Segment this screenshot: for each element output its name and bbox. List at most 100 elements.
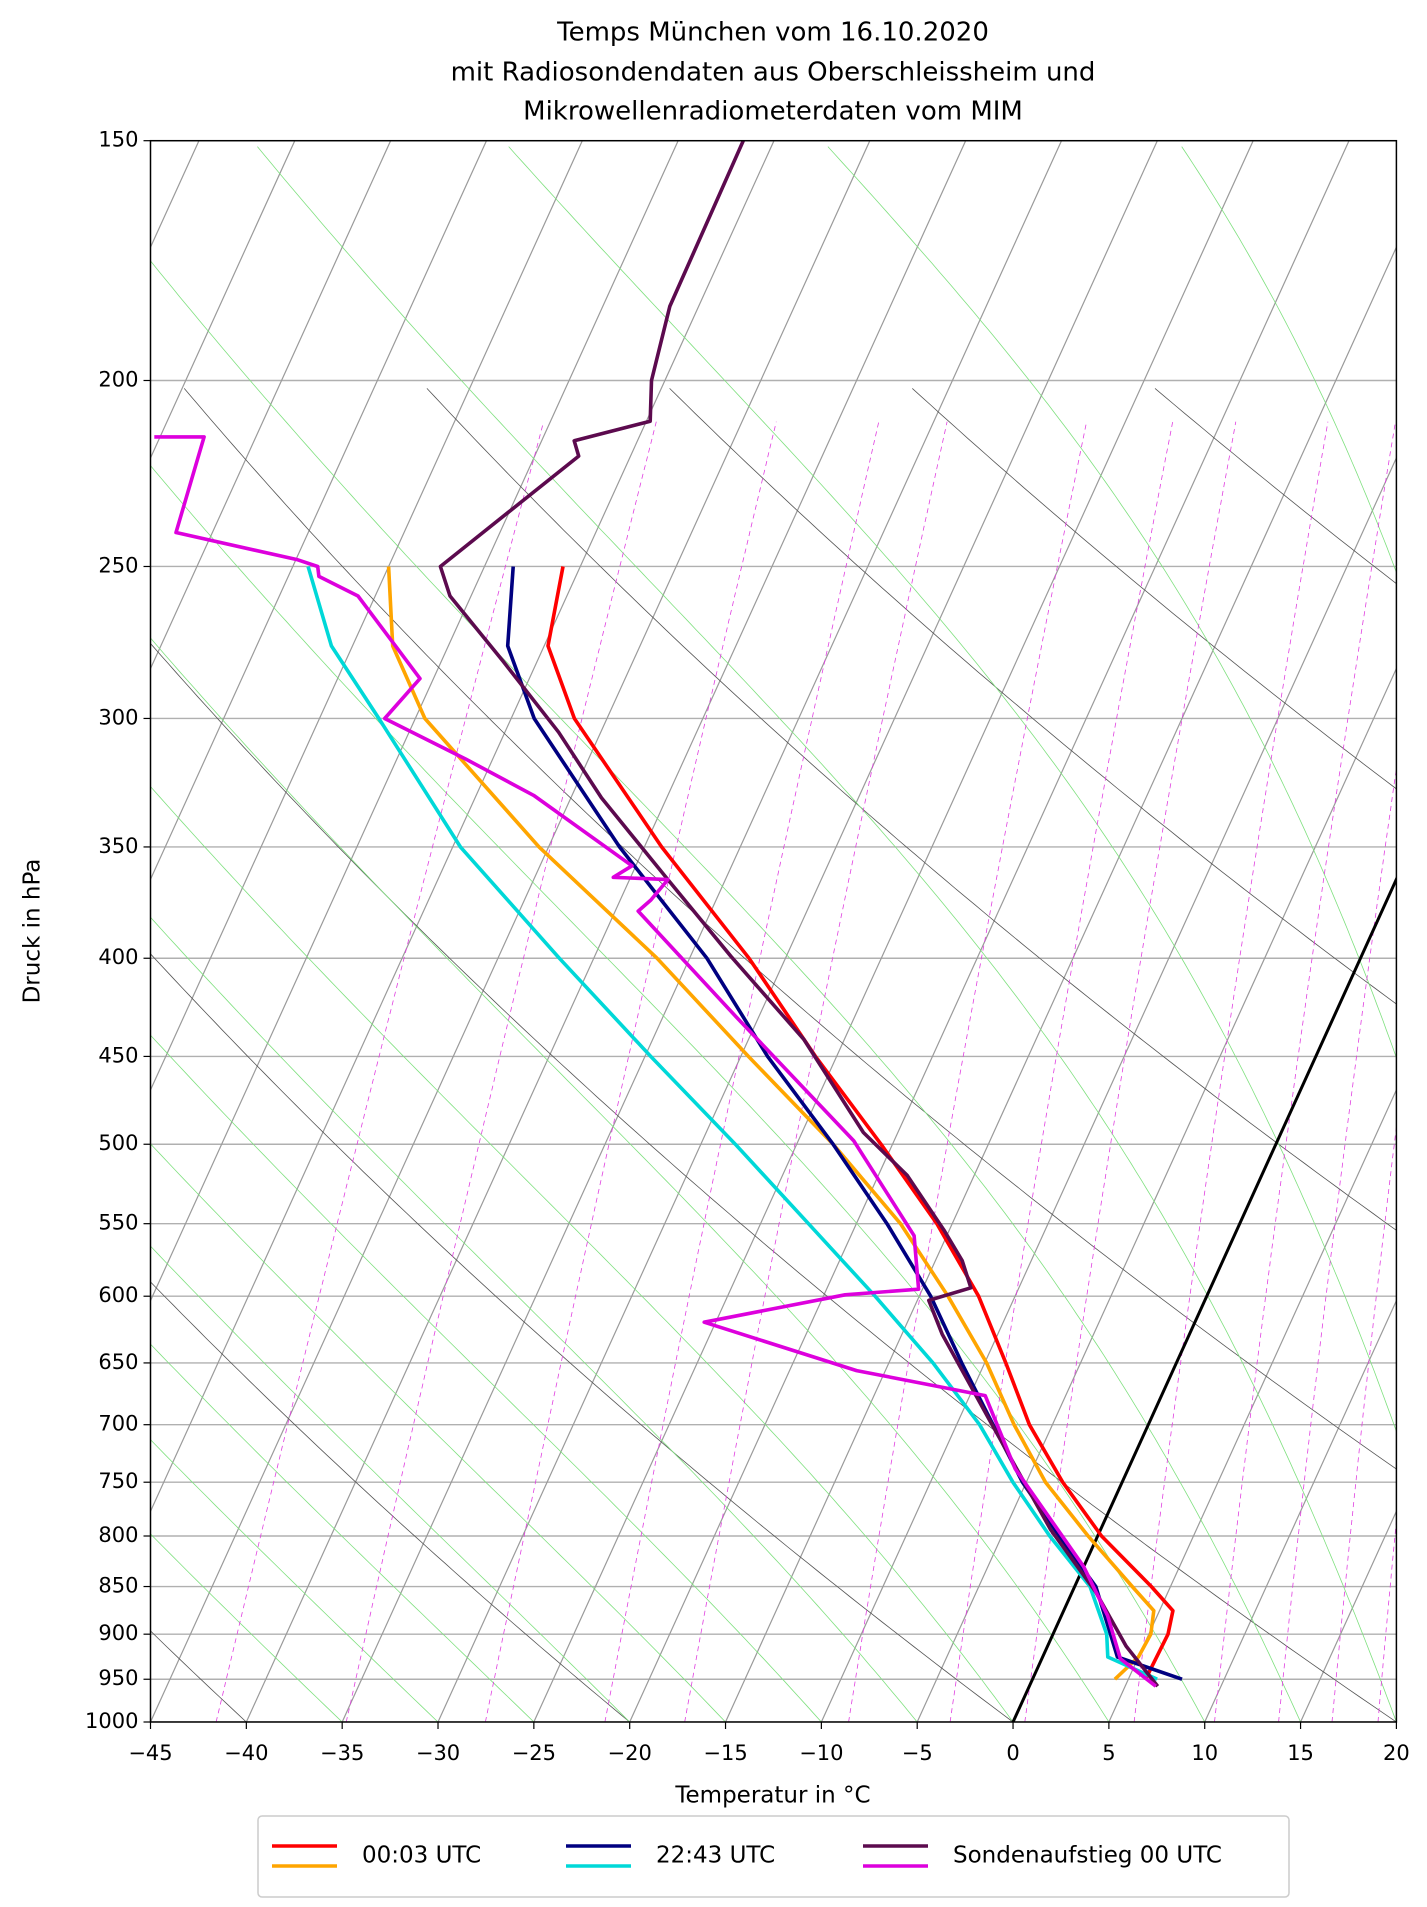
y-tick-label: 850 [98, 1574, 138, 1598]
y-tick-label: 200 [98, 367, 138, 391]
moist-adiabat [150, 1245, 630, 1723]
profile-line [306, 565, 1158, 1681]
mixing-ratio-line [1214, 421, 1396, 1723]
y-tick-label: 400 [98, 945, 138, 969]
mixing-ratio-line [1024, 421, 1237, 1723]
zero-isotherm [1011, 875, 1397, 1723]
x-axis-label: Temperatur in °C [674, 1783, 870, 1809]
plot-frame [149, 139, 1398, 1723]
dry-adiabat [669, 388, 1397, 1005]
moist-adiabat [150, 785, 1014, 1723]
isotherm [150, 140, 775, 1513]
mixing-ratio-line [848, 421, 1087, 1723]
isotherm [150, 140, 488, 881]
y-tick-label: 600 [98, 1283, 138, 1307]
dry-adiabat [426, 388, 1397, 1231]
legend-label: 22:43 UTC [656, 1843, 775, 1869]
y-tick-label: 500 [98, 1131, 138, 1155]
y-tick-label: 950 [98, 1666, 138, 1690]
mixing-ratio-line [1278, 766, 1397, 1723]
profile-line [154, 435, 1157, 1688]
x-tick-label: 20 [1383, 1741, 1410, 1765]
mixing-ratio-line [345, 421, 657, 1723]
x-tick-label: −5 [902, 1741, 933, 1765]
profile-line [386, 566, 1156, 1681]
moist-adiabat [827, 146, 1397, 1059]
legend: 00:03 UTC 22:43 UTC Sondenaufstieg 00 UTC [257, 1815, 1290, 1898]
x-tick-label: −15 [703, 1741, 747, 1765]
mixing-ratio-line [1133, 421, 1329, 1723]
isotherm [1204, 1299, 1397, 1723]
isotherm [820, 456, 1397, 1723]
plot-area [154, 140, 1397, 1723]
isotherm [150, 140, 871, 1723]
x-tick-label: −30 [416, 1741, 460, 1765]
isotherm [1108, 1088, 1397, 1723]
y-tick-label: 300 [98, 705, 138, 729]
y-tick-label: 1000 [85, 1709, 138, 1733]
moist-adiabat [150, 1034, 822, 1723]
axes: 1502002503003504004505005506006507007508… [85, 128, 1410, 1765]
chart-title: mit Radiosondendaten aus Oberschleisshei… [451, 58, 1096, 88]
dry-adiabat [183, 388, 1397, 1470]
y-tick-label: 550 [98, 1211, 138, 1235]
y-tick-label: 650 [98, 1350, 138, 1374]
mixing-ratio-line [949, 421, 1174, 1723]
dry-adiabat [150, 953, 1014, 1723]
moist-adiabat [150, 465, 1206, 1723]
y-tick-label: 900 [98, 1621, 138, 1645]
x-tick-label: −10 [799, 1741, 843, 1765]
x-tick-label: 5 [1102, 1741, 1115, 1765]
y-tick-label: 250 [98, 553, 138, 577]
moist-adiabat [1181, 146, 1397, 574]
isotherm [533, 140, 1254, 1723]
y-tick-label: 350 [98, 834, 138, 858]
background-lines [150, 140, 1397, 1723]
dry-adiabat [912, 388, 1397, 790]
y-tick-label: 750 [98, 1469, 138, 1493]
mixing-ratio-line [1331, 1123, 1397, 1723]
isotherm [150, 140, 679, 1303]
x-tick-label: 15 [1287, 1741, 1314, 1765]
legend-label: 00:03 UTC [362, 1843, 481, 1869]
moist-adiabat [150, 637, 1110, 1723]
x-tick-label: −20 [608, 1741, 652, 1765]
x-tick-label: −35 [320, 1741, 364, 1765]
y-axis-label: Druck in hPa [20, 859, 46, 1004]
y-tick-label: 700 [98, 1412, 138, 1436]
profile-line [546, 566, 1175, 1681]
chart-title: Mikrowellenradiometerdaten vom MIM [523, 97, 1023, 127]
mixing-ratio-line [604, 421, 880, 1723]
legend-box [257, 1815, 1290, 1898]
x-tick-label: −45 [128, 1741, 172, 1765]
moist-adiabat [150, 1343, 535, 1723]
x-tick-label: 0 [1006, 1741, 1019, 1765]
isotherm [245, 140, 967, 1723]
chart-title: Temps München vom 16.10.2020 [556, 18, 989, 48]
dry-adiabat [150, 1281, 630, 1723]
y-tick-label: 450 [98, 1043, 138, 1067]
isotherm [150, 140, 583, 1092]
y-tick-label: 800 [98, 1523, 138, 1547]
moist-adiabat [150, 916, 918, 1723]
legend-label: Sondenaufstieg 00 UTC [953, 1843, 1222, 1869]
isotherm [437, 140, 1158, 1723]
isotherm [916, 667, 1397, 1723]
dry-adiabat [150, 642, 1397, 1723]
x-tick-label: −25 [512, 1741, 556, 1765]
mixing-ratio-line [485, 421, 777, 1723]
profile-line [438, 140, 1160, 1688]
mixing-ratio-line [684, 421, 948, 1723]
isotherm [724, 245, 1397, 1723]
moist-adiabat [508, 146, 1397, 1433]
isotherm [150, 140, 296, 460]
x-tick-label: 10 [1191, 1741, 1218, 1765]
moist-adiabat [150, 1439, 439, 1723]
moist-adiabat [257, 146, 1397, 1723]
x-tick-label: −40 [224, 1741, 268, 1765]
isotherm [629, 140, 1350, 1723]
y-tick-label: 150 [98, 128, 138, 152]
